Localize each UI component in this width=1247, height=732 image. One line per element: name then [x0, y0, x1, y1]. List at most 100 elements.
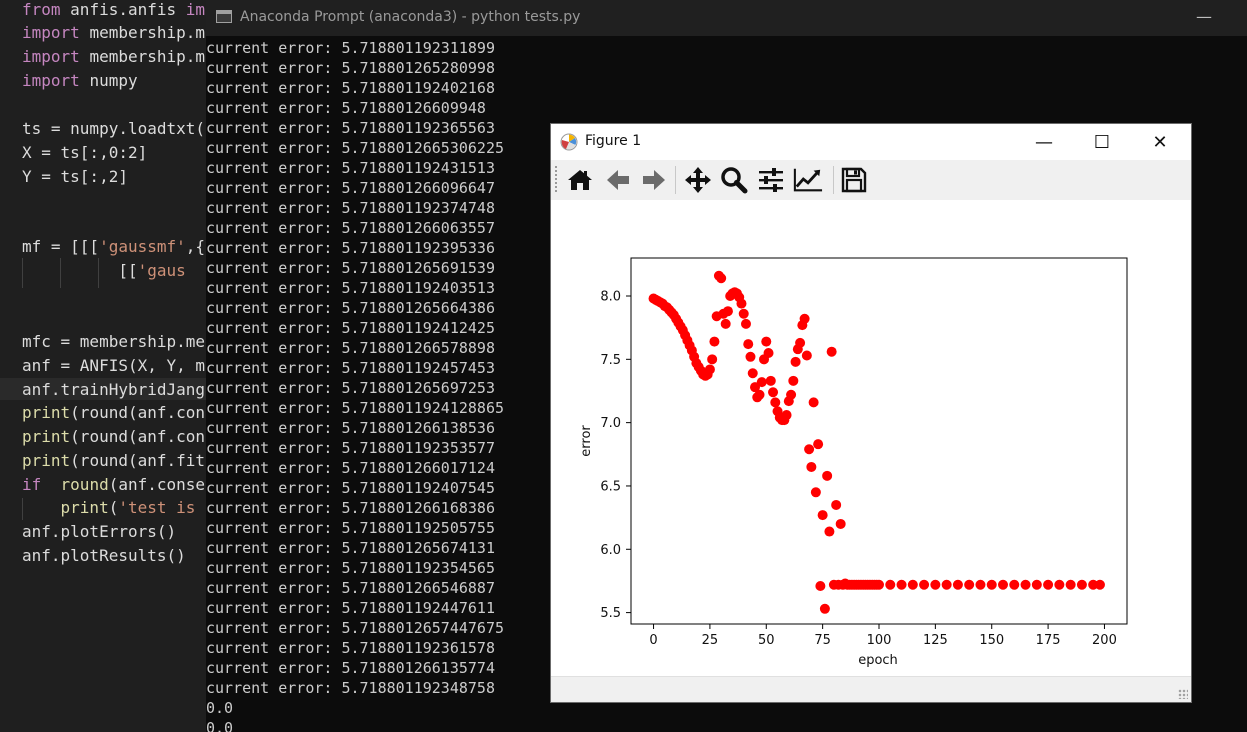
figure-maximize-button[interactable]: ☐ [1093, 131, 1111, 153]
code-line[interactable]: anf = ANFIS(X, Y, m [22, 356, 205, 376]
x-tick-label: 0 [649, 633, 657, 648]
data-point [810, 487, 821, 498]
terminal-line: current error: 5.718801192361578 [206, 639, 495, 657]
data-point [952, 579, 963, 590]
edit-axes-button[interactable] [793, 165, 823, 195]
terminal-line: current error: 5.718801192402168 [206, 79, 495, 97]
terminal-line: current error: 5.718801192348758 [206, 679, 495, 697]
code-text: (round(anf.con [70, 427, 206, 446]
code-line[interactable]: ts = numpy.loadtxt( [22, 119, 205, 139]
figure-titlebar[interactable]: Figure 1 — ☐ ✕ [551, 124, 1191, 160]
code-text: Y = ts[:,2] [22, 167, 128, 186]
code-text: (round(anf.fit [70, 451, 206, 470]
code-line[interactable]: import numpy [22, 71, 138, 91]
plot-frame [630, 257, 1128, 625]
code-text: anf.trainHybridJang [22, 380, 206, 399]
code-editor[interactable]: from anfis.anfis im import membership.m im… [0, 0, 206, 732]
code-line[interactable]: X = ts[:,0:2] [22, 143, 147, 163]
terminal-line: current error: 5.718801266096647 [206, 179, 495, 197]
terminal-line: current error: 5.7188012657447675 [206, 619, 505, 637]
terminal-line: current error: 5.718801266017124 [206, 459, 495, 477]
data-point [1043, 579, 1054, 590]
terminal-line: current error: 5.718801265664386 [206, 299, 495, 317]
figure-statusbar [551, 676, 1191, 702]
code-line[interactable]: anf.trainHybridJang [22, 380, 205, 400]
data-point [799, 313, 810, 324]
back-button[interactable] [603, 165, 633, 195]
code-line[interactable]: Y = ts[:,2] [22, 167, 128, 187]
y-tick-label: 8.0 [600, 289, 621, 304]
data-point [1054, 579, 1065, 590]
data-point [1020, 579, 1031, 590]
data-point [1094, 579, 1105, 590]
terminal-line: current error: 5.718801265697253 [206, 379, 495, 397]
data-point [813, 439, 824, 450]
home-button[interactable] [565, 165, 595, 195]
code-line[interactable]: if round(anf.conseq [22, 475, 206, 495]
terminal-output: current error: 5.718801192311899 current … [206, 38, 504, 732]
toolbar-grip[interactable] [555, 166, 557, 194]
data-point [808, 397, 819, 408]
code-text: anf.plotResults() [22, 546, 186, 565]
terminal-titlebar[interactable]: Anaconda Prompt (anaconda3) - python tes… [206, 0, 1247, 36]
data-point [738, 308, 749, 319]
zoom-button[interactable] [719, 165, 749, 195]
code-text: anfis.anfis [70, 0, 186, 19]
code-text: membership.m [89, 23, 206, 42]
plot-canvas[interactable]: 0 25 50 75 100 125 150 175 200 5.5 6.0 6.5 7.0 7.5 8.0… [551, 200, 1191, 676]
indent-guide [22, 258, 23, 288]
pan-button[interactable] [683, 165, 713, 195]
code-line[interactable]: print(round(anf.fit [22, 451, 205, 471]
data-point [826, 346, 837, 357]
code-line[interactable]: import membership.m [22, 23, 205, 43]
code-line[interactable]: mfc = membership.me [22, 332, 205, 352]
data-point [822, 470, 833, 481]
data-point [768, 387, 779, 398]
code-line[interactable]: anf.plotErrors() [22, 522, 176, 542]
x-axis-label: epoch [858, 653, 898, 668]
code-text: ts = numpy.loadtxt( [22, 119, 206, 138]
data-point [745, 351, 756, 362]
data-point [756, 377, 767, 388]
figure-minimize-button[interactable]: — [1035, 131, 1053, 153]
home-icon [568, 170, 592, 190]
terminal-line: current error: 5.718801192505755 [206, 519, 495, 537]
terminal-line: 0.0 [206, 699, 234, 717]
code-line[interactable]: print(round(anf.con [22, 403, 205, 423]
code-line[interactable]: import membership.m [22, 47, 205, 67]
data-point [815, 581, 826, 592]
data-point [824, 526, 835, 537]
code-keyword: import [22, 71, 80, 90]
figure-close-button[interactable]: ✕ [1152, 131, 1168, 153]
x-tick-label: 200 [1092, 633, 1117, 648]
code-line[interactable]: from anfis.anfis im [22, 0, 205, 20]
data-point [765, 375, 776, 386]
configure-subplots-button[interactable] [756, 165, 786, 195]
terminal-line: current error: 5.71880126609948 [206, 99, 486, 117]
indent-guide [98, 258, 99, 288]
code-text: X = ts[:,0:2] [22, 143, 148, 162]
y-tick-label: 7.0 [600, 416, 621, 431]
resize-grip-icon[interactable] [1178, 689, 1188, 699]
code-keyword: if [22, 475, 42, 494]
data-point [941, 579, 952, 590]
data-point [1009, 579, 1020, 590]
back-arrow-icon [607, 170, 629, 190]
figure-window[interactable]: Figure 1 — ☐ ✕ [551, 124, 1191, 702]
code-line[interactable]: print(round(anf.con [22, 427, 205, 447]
code-line[interactable]: [['gaus [22, 261, 185, 281]
terminal-minimize-button[interactable]: — [1196, 7, 1212, 26]
code-line[interactable]: anf.plotResults() [22, 546, 186, 566]
terminal-line: current error: 5.718801192403513 [206, 279, 495, 297]
code-string: 'test is [118, 498, 196, 517]
terminal-line: current error: 5.718801266546887 [206, 579, 495, 597]
y-axis-label: error [579, 425, 594, 457]
terminal-line: current error: 5.718801265691539 [206, 259, 495, 277]
terminal-line: current error: 5.718801266135774 [206, 659, 495, 677]
forward-button[interactable] [639, 165, 669, 195]
code-line[interactable]: print('test is [22, 498, 196, 518]
data-point [804, 444, 815, 455]
save-button[interactable] [839, 165, 869, 195]
code-line[interactable]: mf = [[['gaussmf',{ [22, 237, 205, 257]
error-scatter-chart[interactable]: 0 25 50 75 100 125 150 175 200 5.5 6.0 6.5 7.0 7.5 8.0… [551, 200, 1191, 676]
